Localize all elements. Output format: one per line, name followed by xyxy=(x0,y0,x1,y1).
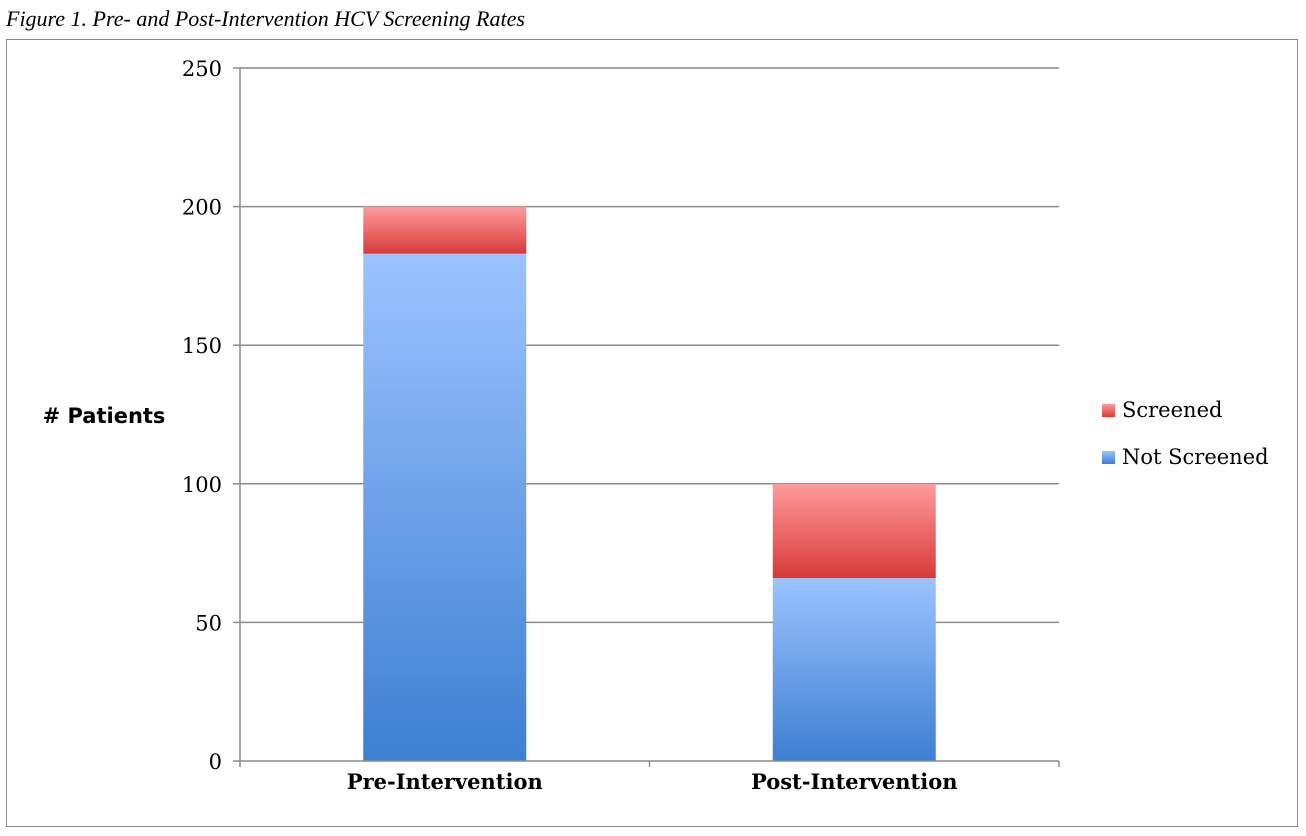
y-tick-label: 150 xyxy=(182,334,222,358)
figure-caption: Figure 1. Pre- and Post-Intervention HCV… xyxy=(6,6,525,31)
bars xyxy=(363,206,936,761)
legend-label: Screened xyxy=(1122,398,1222,422)
y-tick-label: 50 xyxy=(195,611,222,635)
legend-label: Not Screened xyxy=(1122,445,1269,469)
bar-not-screened-0 xyxy=(363,253,527,761)
y-axis-label: # Patients xyxy=(43,404,166,428)
bar-not-screened-1 xyxy=(772,578,936,761)
y-tick-label: 200 xyxy=(182,196,222,220)
x-category-label: Post-Intervention xyxy=(751,769,957,794)
bar-screened-0 xyxy=(363,206,527,254)
x-category-label: Pre-Intervention xyxy=(347,769,543,794)
legend-swatch-not-screened xyxy=(1102,451,1115,464)
chart-frame xyxy=(6,39,1298,827)
legend-swatch-screened xyxy=(1102,404,1115,417)
gridlines xyxy=(240,67,1059,624)
bar-screened-1 xyxy=(772,483,936,579)
y-tick-label: 100 xyxy=(182,473,222,497)
legend: Screened Not Screened xyxy=(1102,398,1269,469)
y-tick-label: 0 xyxy=(209,750,222,774)
y-tick-label: 250 xyxy=(182,57,222,81)
axes: 0 50 100 150 200 250 Pre-Intervention Post-Inte… xyxy=(182,57,1060,794)
